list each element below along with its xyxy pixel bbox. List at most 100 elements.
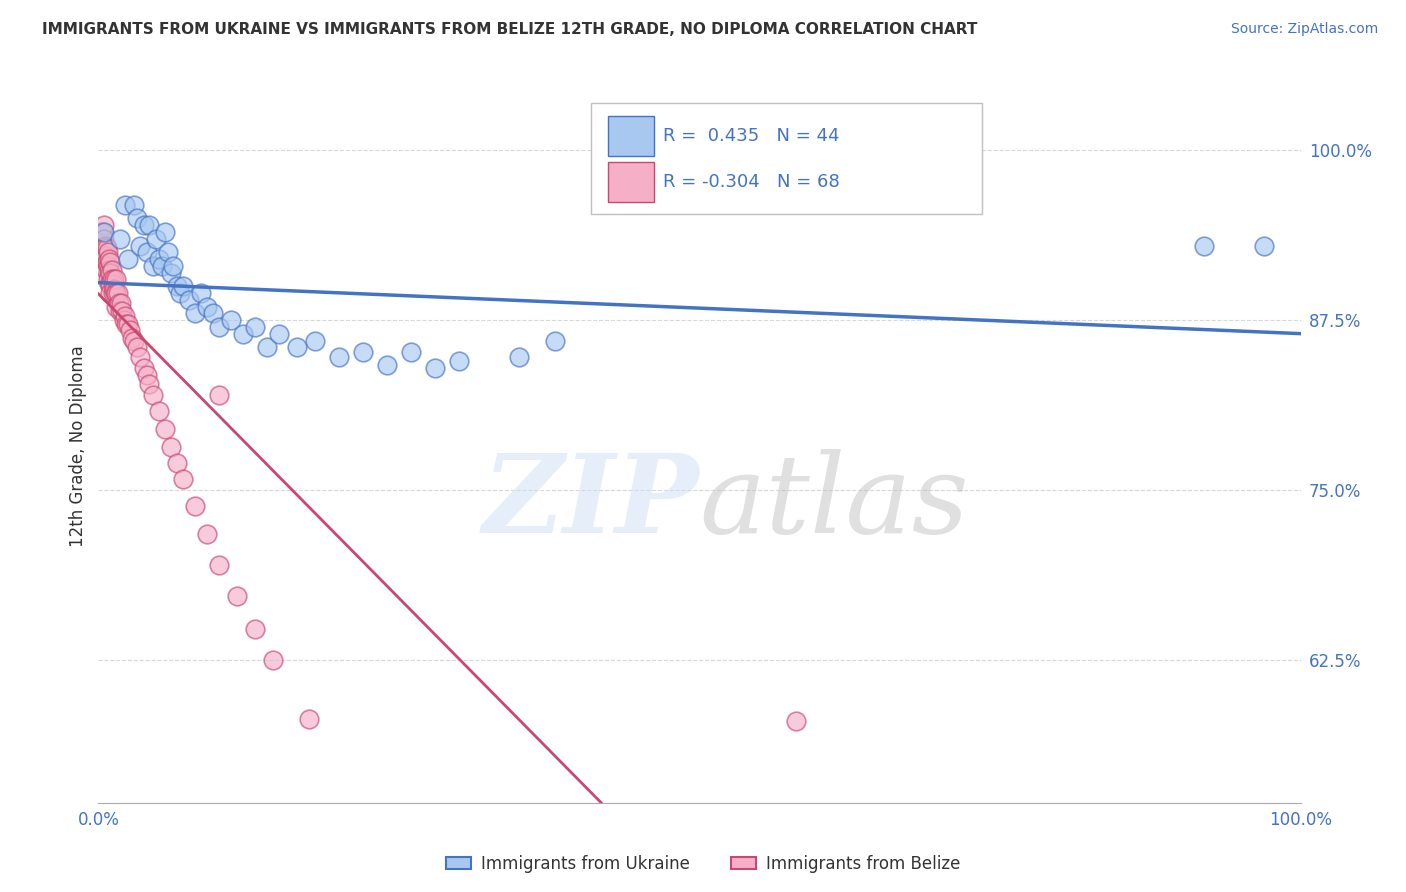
- Point: [150, 259, 173, 273]
- Point: [94, 249, 117, 263]
- Point: [157, 245, 180, 260]
- Point: [447, 354, 470, 368]
- Point: [256, 341, 278, 355]
- Point: [298, 712, 321, 726]
- Point: [101, 286, 124, 301]
- Point: [98, 277, 121, 291]
- Point: [117, 318, 139, 332]
- Point: [100, 255, 122, 269]
- Point: [98, 263, 121, 277]
- Point: [124, 198, 146, 212]
- Point: [208, 320, 231, 334]
- Text: R =  0.435   N = 44: R = 0.435 N = 44: [664, 127, 839, 145]
- Point: [107, 286, 129, 301]
- Point: [94, 263, 117, 277]
- Point: [135, 368, 157, 382]
- Point: [352, 344, 374, 359]
- Point: [285, 341, 308, 355]
- Point: [219, 313, 242, 327]
- Point: [243, 622, 266, 636]
- Point: [100, 266, 122, 280]
- Point: [101, 277, 124, 291]
- Point: [124, 334, 146, 348]
- Point: [375, 358, 398, 372]
- Point: [195, 526, 218, 541]
- Point: [169, 286, 191, 301]
- Point: [141, 388, 163, 402]
- Point: [105, 300, 128, 314]
- Point: [162, 259, 184, 273]
- Point: [91, 232, 114, 246]
- Point: [103, 272, 125, 286]
- Point: [208, 388, 231, 402]
- FancyBboxPatch shape: [609, 162, 654, 202]
- Point: [100, 277, 122, 291]
- Point: [111, 303, 134, 318]
- Point: [108, 232, 131, 246]
- Point: [108, 295, 131, 310]
- Point: [100, 263, 122, 277]
- Text: R = -0.304   N = 68: R = -0.304 N = 68: [664, 173, 841, 191]
- Point: [125, 211, 148, 226]
- Point: [93, 252, 115, 266]
- Point: [94, 238, 117, 252]
- Point: [177, 293, 200, 307]
- Point: [125, 341, 148, 355]
- Point: [135, 245, 157, 260]
- Point: [104, 286, 127, 301]
- Point: [112, 313, 135, 327]
- Point: [91, 238, 114, 252]
- Y-axis label: 12th Grade, No Diploma: 12th Grade, No Diploma: [69, 345, 87, 547]
- Point: [304, 334, 326, 348]
- Point: [97, 259, 120, 273]
- Point: [98, 252, 121, 266]
- Point: [93, 218, 115, 232]
- Point: [1194, 238, 1216, 252]
- Point: [138, 218, 160, 232]
- Text: atlas: atlas: [699, 450, 969, 557]
- Point: [118, 323, 141, 337]
- Point: [785, 714, 807, 729]
- Point: [159, 440, 181, 454]
- FancyBboxPatch shape: [609, 116, 654, 155]
- Text: ZIP: ZIP: [482, 450, 699, 557]
- Point: [153, 225, 176, 239]
- Point: [328, 350, 350, 364]
- Point: [110, 295, 132, 310]
- Point: [97, 272, 120, 286]
- Point: [166, 279, 188, 293]
- Point: [399, 344, 422, 359]
- Text: Source: ZipAtlas.com: Source: ZipAtlas.com: [1230, 22, 1378, 37]
- Point: [201, 306, 224, 320]
- Point: [172, 472, 194, 486]
- Point: [141, 259, 163, 273]
- Point: [148, 252, 170, 266]
- Point: [93, 259, 115, 273]
- Point: [132, 218, 155, 232]
- Point: [105, 286, 128, 301]
- Point: [208, 558, 231, 572]
- Point: [544, 334, 567, 348]
- Point: [183, 306, 205, 320]
- Point: [172, 279, 194, 293]
- Point: [96, 241, 118, 255]
- Point: [91, 225, 114, 239]
- Point: [129, 350, 152, 364]
- FancyBboxPatch shape: [592, 103, 981, 214]
- Point: [103, 282, 125, 296]
- Point: [93, 241, 115, 255]
- Point: [159, 266, 181, 280]
- Point: [105, 272, 128, 286]
- Point: [225, 589, 247, 603]
- Point: [267, 326, 290, 341]
- Point: [121, 331, 143, 345]
- Point: [100, 286, 122, 301]
- Point: [1253, 238, 1275, 252]
- Point: [114, 309, 136, 323]
- Point: [148, 404, 170, 418]
- Point: [100, 272, 122, 286]
- Point: [129, 238, 152, 252]
- Point: [91, 252, 114, 266]
- Text: IMMIGRANTS FROM UKRAINE VS IMMIGRANTS FROM BELIZE 12TH GRADE, NO DIPLOMA CORRELA: IMMIGRANTS FROM UKRAINE VS IMMIGRANTS FR…: [42, 22, 977, 37]
- Point: [232, 326, 254, 341]
